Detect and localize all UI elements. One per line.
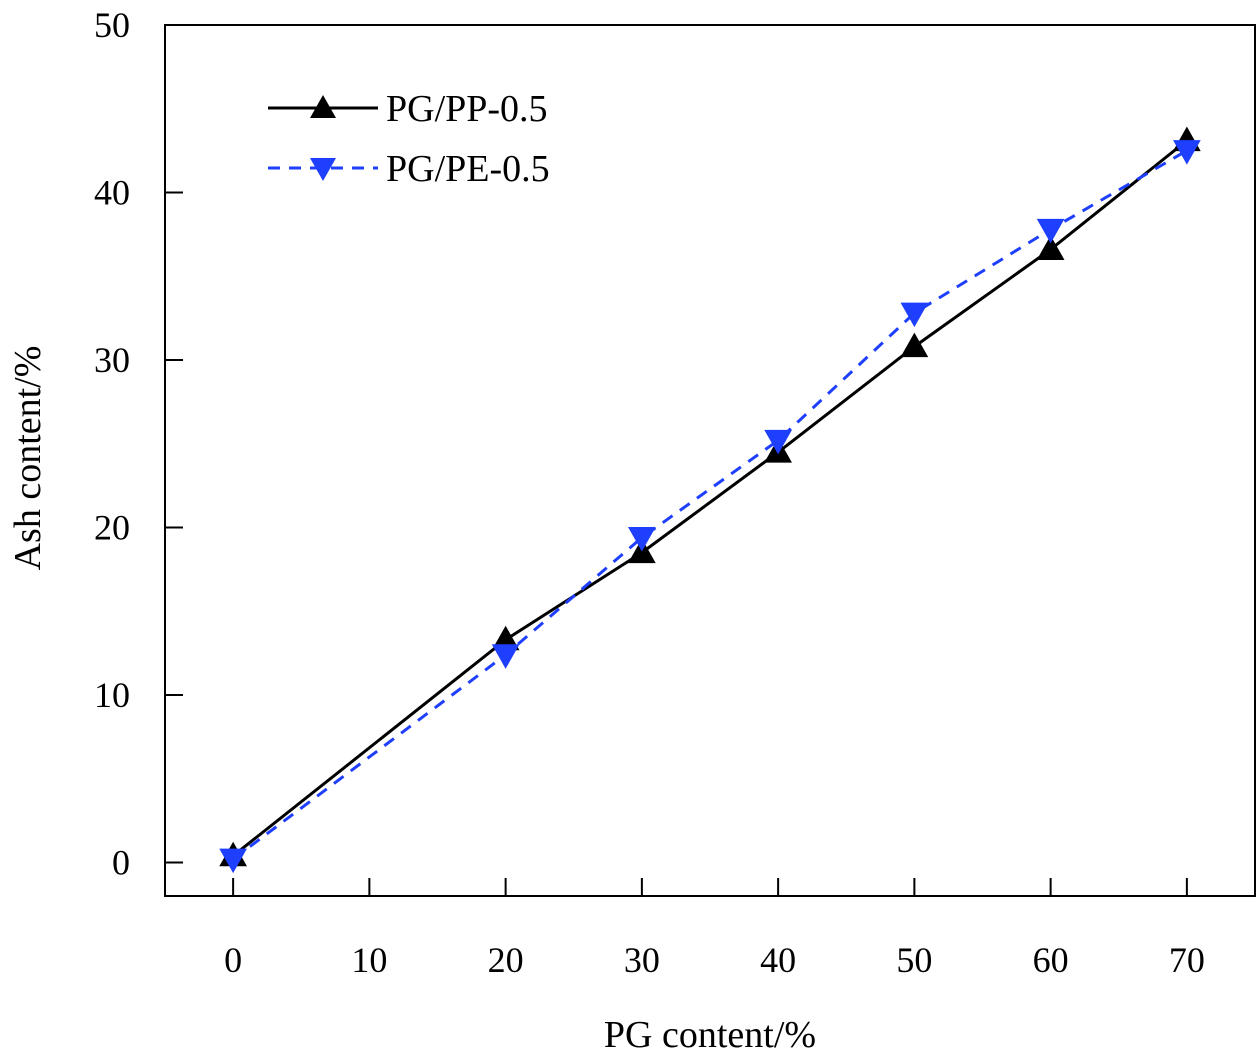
x-axis-ticks: 0 10 20 30 40 50 60 70 <box>224 878 1205 980</box>
y-tick-label: 50 <box>94 5 130 45</box>
data-point-marker <box>764 429 792 455</box>
data-point-marker <box>900 302 929 328</box>
x-tick-label: 20 <box>488 940 524 980</box>
data-point-marker <box>219 848 247 874</box>
y-axis-ticks: 0 10 20 30 40 50 <box>94 5 183 883</box>
y-tick-label: 30 <box>94 340 130 380</box>
legend-marker-triangle-up <box>310 95 336 118</box>
legend: PG/PP-0.5 PG/PE-0.5 <box>268 88 550 190</box>
data-point-marker <box>1173 140 1201 165</box>
x-tick-label: 30 <box>624 940 660 980</box>
plot-frame <box>164 24 1256 897</box>
x-tick-label: 60 <box>1033 940 1069 980</box>
series-layer <box>219 126 1201 874</box>
data-point-marker <box>1036 235 1065 260</box>
y-tick-label: 0 <box>112 843 130 883</box>
legend-label-pg-pe: PG/PE-0.5 <box>386 148 550 190</box>
x-tick-label: 50 <box>896 940 932 980</box>
data-point-marker <box>900 332 929 358</box>
data-point-marker <box>491 644 520 669</box>
data-point-marker <box>1036 218 1065 244</box>
x-tick-label: 40 <box>760 940 796 980</box>
legend-label-pg-pp: PG/PP-0.5 <box>386 88 548 130</box>
y-tick-label: 10 <box>94 675 130 715</box>
y-tick-label: 40 <box>94 173 130 213</box>
x-tick-label: 0 <box>224 940 242 980</box>
y-tick-label: 20 <box>94 508 130 548</box>
x-axis-title: PG content/% <box>604 1014 816 1056</box>
data-point-marker <box>628 527 656 552</box>
x-tick-label: 70 <box>1169 940 1205 980</box>
legend-marker-triangle-down <box>310 158 336 181</box>
x-tick-label: 10 <box>351 940 387 980</box>
y-axis-title: Ash content/% <box>7 346 49 571</box>
